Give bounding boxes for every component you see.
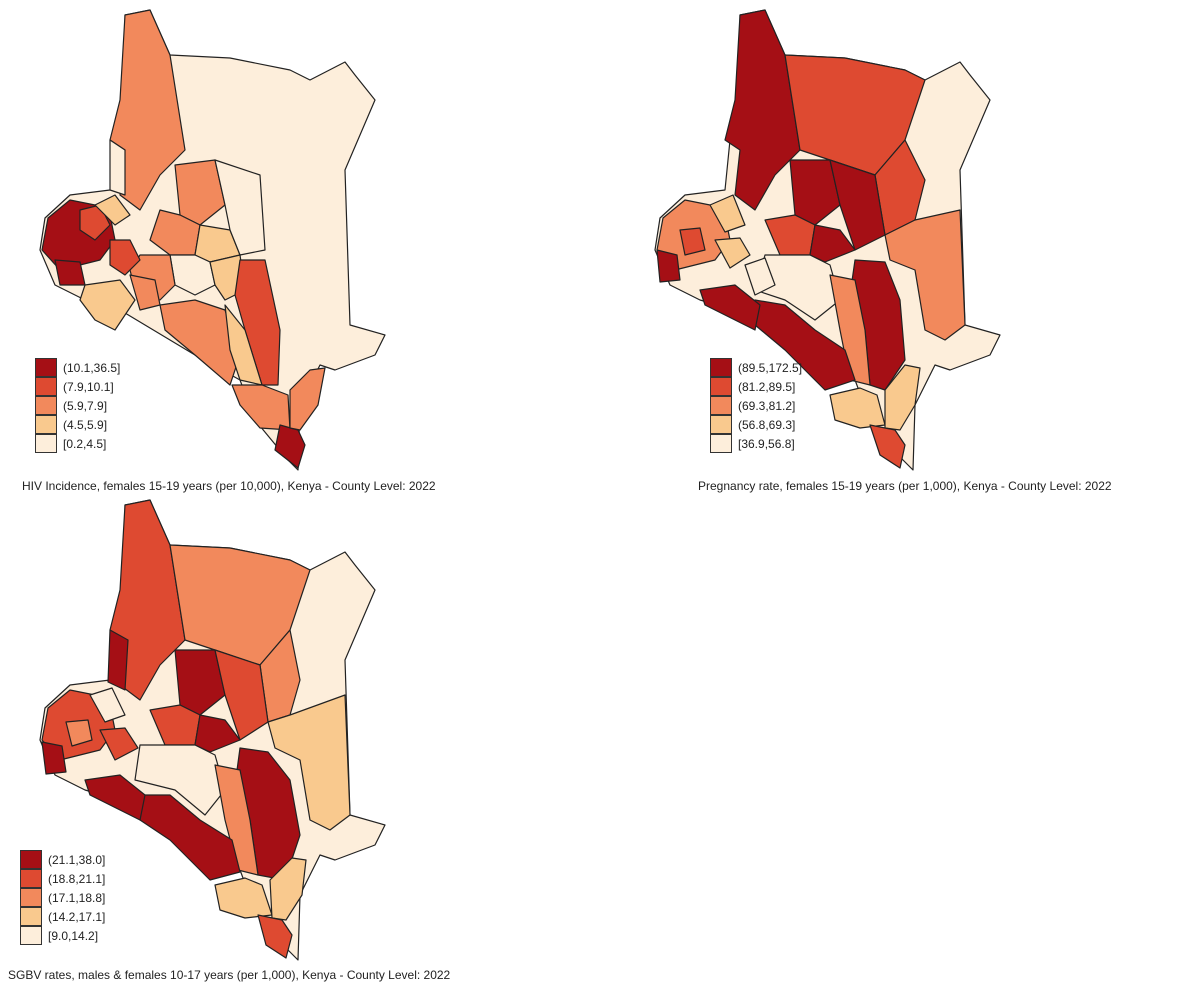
legend-swatch	[20, 906, 42, 926]
county-region	[84, 774, 146, 821]
legend-item: (56.8,69.3]	[710, 414, 802, 434]
legend-label: [9.0,14.2]	[48, 928, 99, 943]
legend-item: (21.1,38.0]	[20, 849, 106, 869]
legend-item: (14.2,17.1]	[20, 906, 106, 926]
county-region	[224, 304, 263, 386]
county-region	[174, 649, 226, 716]
legend-swatch	[710, 414, 732, 434]
county-region	[214, 764, 259, 876]
legend-item: [9.0,14.2]	[20, 925, 105, 945]
legend-item: (7.9,10.1]	[35, 376, 120, 396]
legend-label: [0.2,4.5]	[63, 436, 107, 451]
county-region	[194, 714, 241, 753]
county-region	[129, 274, 161, 311]
county-region	[134, 744, 226, 816]
legend-swatch	[35, 433, 57, 453]
map-panel-pregnancy: (89.5,172.5] (81.2,89.5] (69.3,81.2] (56…	[600, 0, 1200, 500]
kenya-county-map	[39, 9, 386, 471]
legend-item: [0.2,4.5]	[35, 433, 120, 453]
county-region	[41, 741, 67, 775]
county-region	[257, 914, 293, 959]
legend-swatch	[20, 849, 42, 869]
legend-swatch	[20, 887, 42, 907]
county-region	[699, 284, 761, 331]
county-region	[79, 279, 136, 331]
legend-label: (17.1,18.8]	[48, 890, 106, 905]
legend-label: (5.9,7.9]	[63, 398, 108, 413]
county-region	[724, 9, 801, 211]
legend-label: (56.8,69.3]	[738, 417, 796, 432]
legend-item: (81.2,89.5]	[710, 376, 802, 396]
county-region	[214, 649, 269, 741]
legend-label: (4.5,5.9]	[63, 417, 108, 432]
county-region	[656, 249, 681, 283]
county-region	[884, 209, 966, 341]
county-region	[829, 159, 886, 251]
legend-item: (89.5,172.5]	[710, 357, 803, 377]
county-region	[267, 694, 351, 831]
county-region	[94, 194, 131, 226]
legend-swatch	[710, 395, 732, 415]
county-region	[709, 194, 746, 233]
kenya-county-map	[39, 499, 386, 961]
county-region	[829, 274, 871, 386]
legend-label: (69.3,81.2]	[738, 398, 796, 413]
county-region	[789, 159, 841, 226]
map-caption: Pregnancy rate, females 15-19 years (per…	[698, 479, 1112, 493]
county-region	[109, 139, 126, 196]
legend-label: (81.2,89.5]	[738, 379, 796, 394]
legend-swatch	[710, 357, 732, 377]
county-region	[139, 794, 241, 881]
legend-item: (17.1,18.8]	[20, 887, 106, 907]
map-panel-sgbv: (21.1,38.0] (18.8,21.1] (17.1,18.8] (14.…	[0, 490, 600, 988]
county-region	[754, 299, 856, 391]
legend-item: (10.1,36.5]	[35, 357, 121, 377]
county-region	[809, 224, 856, 263]
map-panel-hiv: (10.1,36.5] (7.9,10.1] (5.9,7.9] (4.5,5.…	[0, 0, 600, 500]
legend-swatch	[35, 357, 57, 377]
legend-label: [36.9,56.8]	[738, 436, 795, 451]
county-region	[65, 719, 93, 747]
county-region	[107, 629, 129, 691]
county-region	[99, 727, 139, 761]
legend-label: (89.5,172.5]	[738, 360, 803, 375]
legend-swatch	[710, 433, 732, 453]
county-region	[869, 424, 906, 469]
legend-item: (5.9,7.9]	[35, 395, 120, 415]
map-legend: (89.5,172.5] (81.2,89.5] (69.3,81.2] (56…	[710, 357, 803, 453]
legend-item: (69.3,81.2]	[710, 395, 802, 415]
legend-swatch	[710, 376, 732, 396]
legend-label: (18.8,21.1]	[48, 871, 106, 886]
legend-swatch	[35, 376, 57, 396]
county-region	[744, 257, 776, 296]
county-region	[289, 367, 326, 431]
legend-swatch	[20, 925, 42, 945]
legend-label: (21.1,38.0]	[48, 852, 106, 867]
county-region	[109, 499, 186, 701]
legend-label: (7.9,10.1]	[63, 379, 114, 394]
legend-swatch	[35, 395, 57, 415]
map-caption: SGBV rates, males & females 10-17 years …	[8, 968, 451, 982]
legend-swatch	[35, 414, 57, 434]
map-legend: (10.1,36.5] (7.9,10.1] (5.9,7.9] (4.5,5.…	[35, 357, 121, 453]
legend-item: [36.9,56.8]	[710, 433, 802, 453]
county-region	[109, 239, 141, 276]
county-region	[159, 299, 241, 386]
legend-label: (14.2,17.1]	[48, 909, 106, 924]
legend-item: (4.5,5.9]	[35, 414, 120, 434]
county-region	[234, 259, 281, 386]
county-region	[679, 227, 706, 256]
kenya-county-map	[654, 9, 1001, 471]
county-region	[274, 424, 306, 469]
legend-label: (10.1,36.5]	[63, 360, 121, 375]
county-region	[89, 687, 126, 723]
county-region	[54, 259, 86, 286]
county-region	[714, 237, 751, 269]
legend-swatch	[20, 868, 42, 888]
map-legend: (21.1,38.0] (18.8,21.1] (17.1,18.8] (14.…	[20, 849, 106, 945]
map-caption: HIV Incidence, females 15-19 years (per …	[22, 479, 436, 493]
county-region	[174, 159, 226, 226]
county-region	[109, 9, 186, 211]
legend-item: (18.8,21.1]	[20, 868, 106, 888]
